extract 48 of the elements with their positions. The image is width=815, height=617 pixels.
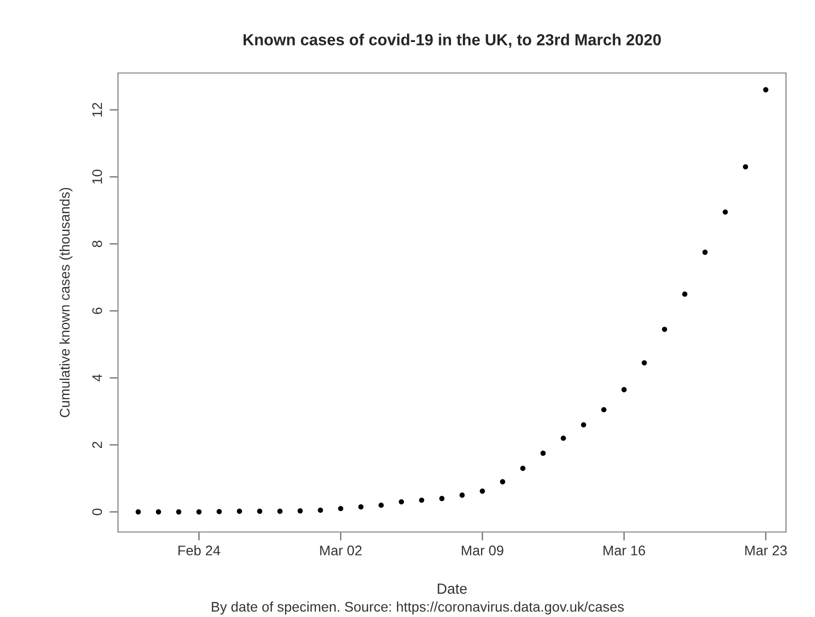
point: [216, 508, 222, 514]
chart-title: Known cases of covid-19 in the UK, to 23rd March 2020: [244, 34, 661, 48]
point: [520, 466, 526, 471]
x-tick-label: Mar 02: [320, 546, 362, 556]
point: [338, 506, 344, 512]
point: [196, 509, 202, 514]
y-tick-label: 4: [92, 374, 102, 382]
point: [560, 436, 566, 441]
point: [621, 387, 627, 392]
point: [156, 509, 162, 514]
point: [398, 499, 404, 504]
point: [378, 502, 384, 508]
x-tick-label: Mar 23: [745, 546, 787, 556]
y-tick-label: 10: [92, 170, 102, 184]
point: [460, 492, 465, 498]
point: [702, 250, 708, 255]
point: [722, 209, 728, 215]
x-tick-label: Feb 24: [178, 545, 220, 556]
x-tick-label: Mar 16: [604, 546, 646, 556]
point: [236, 508, 242, 514]
point: [358, 504, 364, 510]
text: By date of specimen. Source: https://coronavirus.data.gov.uk/cases: [212, 602, 624, 614]
point: [419, 498, 424, 503]
point: [257, 508, 262, 514]
point: [298, 508, 303, 514]
point: [136, 509, 141, 514]
point: [682, 292, 688, 297]
point: [500, 479, 506, 484]
point: [763, 87, 768, 92]
point: [439, 496, 444, 502]
y-tick-label: 2: [92, 442, 102, 448]
y-tick-label: 6: [92, 308, 102, 314]
point: [601, 407, 606, 412]
point: [742, 164, 748, 170]
point: [277, 508, 283, 514]
point: [480, 488, 485, 494]
y-tick-label: 0: [92, 508, 102, 516]
point: [540, 450, 546, 456]
point: [580, 422, 586, 428]
point: [318, 508, 324, 513]
x-axis-title: Date: [438, 584, 467, 594]
point: [176, 509, 182, 514]
x-tick-label: Mar 09: [462, 546, 504, 556]
point: [662, 326, 668, 332]
y-axis-title: Cumulative known cases (thousands): [59, 188, 72, 418]
point: [642, 360, 647, 366]
y-tick-label: 12: [92, 102, 102, 117]
y-tick-label: 8: [92, 240, 102, 248]
